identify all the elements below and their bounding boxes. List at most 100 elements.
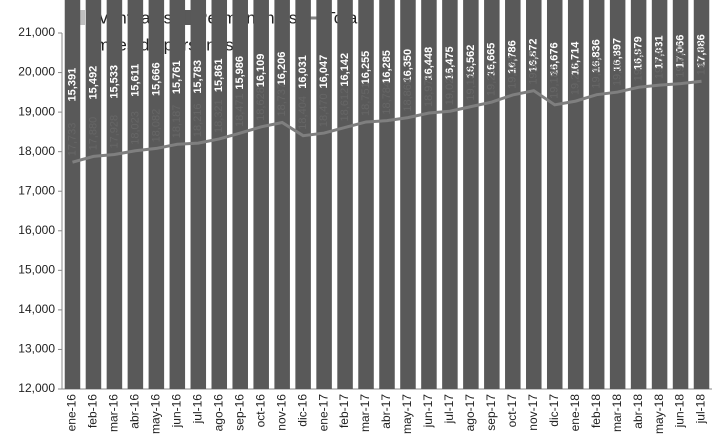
total-label: 18,628 <box>255 87 267 121</box>
y-tick-label: 15,000 <box>18 263 55 277</box>
y-tick-label: 19,000 <box>18 104 55 118</box>
value-label: 15,783 <box>192 60 204 94</box>
bar-segment <box>148 0 165 389</box>
bar-segment <box>609 0 626 390</box>
value-label: 16,109 <box>255 54 267 88</box>
bar-segment <box>526 0 542 389</box>
total-label: 19,720 <box>674 44 686 78</box>
total-label: 19,023 <box>444 72 456 106</box>
bar-segment <box>127 0 144 389</box>
value-label: 15,666 <box>150 62 162 96</box>
x-tick-label: ene-17 <box>316 394 330 432</box>
x-tick-label: abr-17 <box>379 394 393 429</box>
total-label: 19,542 <box>528 51 540 85</box>
x-tick-label: feb-16 <box>86 394 100 428</box>
total-label: 18,471 <box>234 93 246 127</box>
total-label: 18,404 <box>297 96 309 130</box>
total-label: 19,780 <box>695 42 707 76</box>
value-label: 16,714 <box>570 41 582 76</box>
bar-segment <box>274 0 290 390</box>
value-label: 17,066 <box>674 35 686 69</box>
value-label: 16,676 <box>549 42 561 76</box>
total-label: 18,321 <box>213 99 225 133</box>
x-tick-label: oct-16 <box>253 394 267 428</box>
value-label: 15,986 <box>234 56 246 90</box>
bar-segment <box>442 0 458 390</box>
total-label: 18,860 <box>402 78 414 112</box>
total-label: 18,187 <box>171 105 183 139</box>
bar-segment <box>295 0 311 389</box>
total-label: 19,278 <box>570 61 582 95</box>
x-tick-label: sep-16 <box>232 394 246 431</box>
total-label: 18,470 <box>318 93 330 127</box>
x-tick-label: jun-17 <box>421 394 435 429</box>
value-label: 16,562 <box>465 45 477 79</box>
bar-segment <box>379 0 395 390</box>
bar-segment <box>630 0 647 389</box>
bar-segment <box>253 0 269 389</box>
y-tick-label: 18,000 <box>18 144 55 158</box>
value-label: 16,206 <box>276 52 288 86</box>
x-tick-label: ene-16 <box>65 394 79 432</box>
x-tick-label: jun-16 <box>169 394 183 429</box>
total-label: 18,751 <box>360 82 372 116</box>
total-label: 18,023 <box>129 111 141 145</box>
bar-segment <box>316 0 332 389</box>
total-label: 19,139 <box>465 67 477 101</box>
x-tick-label: ene-18 <box>568 394 582 432</box>
total-label: 19,683 <box>653 45 665 79</box>
value-label: 15,492 <box>87 66 99 100</box>
value-label: 16,786 <box>507 40 519 74</box>
x-tick-label: oct-17 <box>505 394 519 428</box>
bar-segment <box>421 0 437 390</box>
value-label: 16,047 <box>318 55 330 89</box>
bar-segment <box>211 0 228 390</box>
x-tick-label: mar-16 <box>107 394 121 432</box>
total-label: 18,978 <box>423 73 435 107</box>
bar-segment <box>651 0 668 389</box>
x-tick-label: abr-16 <box>128 394 142 429</box>
bar-segment <box>400 0 416 389</box>
bar-segment <box>484 0 500 390</box>
value-label: 16,665 <box>486 43 498 77</box>
bar-segment <box>693 0 710 390</box>
x-tick-label: dic-16 <box>295 394 309 427</box>
total-label: 18,082 <box>150 109 162 143</box>
total-label: 19,507 <box>612 52 624 86</box>
value-label: 16,836 <box>591 39 603 73</box>
total-label: 17,733 <box>66 123 78 157</box>
x-tick-label: may-17 <box>400 394 414 434</box>
x-tick-label: dic-17 <box>547 394 561 427</box>
value-label: 15,533 <box>108 65 120 99</box>
bar-segment <box>190 0 207 390</box>
y-tick-label: 13,000 <box>18 342 55 356</box>
value-label: 16,350 <box>402 49 414 83</box>
total-label: 18,784 <box>381 81 393 115</box>
y-tick-label: 17,000 <box>18 183 55 197</box>
value-label: 15,391 <box>66 68 78 102</box>
value-label: 15,611 <box>129 64 141 97</box>
x-tick-label: may-18 <box>652 394 666 434</box>
value-label: 16,872 <box>528 38 540 72</box>
value-label: 16,897 <box>612 38 624 72</box>
total-line <box>72 79 702 164</box>
y-tick-label: 12,000 <box>18 381 55 395</box>
total-label: 19,441 <box>591 55 603 89</box>
y-tick-label: 21,000 <box>18 25 55 39</box>
x-tick-label: jun-18 <box>673 394 687 429</box>
x-tick-label: nov-17 <box>526 394 540 431</box>
x-tick-label: sep-17 <box>484 394 498 431</box>
bar-segment <box>337 0 353 390</box>
x-tick-label: ago-16 <box>211 394 225 432</box>
value-label: 16,031 <box>297 55 309 89</box>
value-label: 16,448 <box>423 47 435 81</box>
bar-segment <box>672 0 689 389</box>
y-tick-label: 16,000 <box>18 223 55 237</box>
x-tick-label: abr-18 <box>631 394 645 429</box>
value-label: 17,086 <box>695 34 707 68</box>
total-label: 17,928 <box>108 115 120 149</box>
bar-segment <box>64 0 81 389</box>
x-tick-label: nov-16 <box>274 394 288 431</box>
bar-segment <box>169 0 186 390</box>
